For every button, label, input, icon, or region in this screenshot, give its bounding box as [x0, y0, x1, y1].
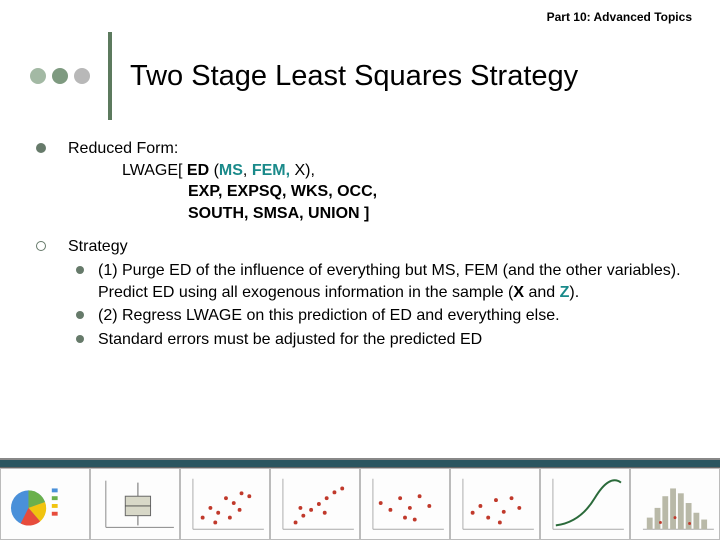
bullet-reduced-form: Reduced Form: LWAGE[ ED (MS, FEM, X), EX…	[36, 138, 692, 224]
thumb-scatter	[270, 468, 360, 540]
header-label: Part 10: Advanced Topics	[547, 10, 692, 24]
dot-icon	[30, 68, 46, 84]
page-title: Two Stage Least Squares Strategy	[130, 60, 578, 93]
sub-bullet-3: Standard errors must be adjusted for the…	[68, 329, 692, 351]
txt: FEM,	[252, 162, 290, 179]
thumb-scatter	[450, 468, 540, 540]
sub-text: (2) Regress LWAGE on this prediction of …	[98, 305, 692, 327]
content-area: Reduced Form: LWAGE[ ED (MS, FEM, X), EX…	[36, 138, 692, 350]
txt: (1) Purge ED of the influence of everyth…	[98, 262, 681, 301]
dot-icon	[52, 68, 68, 84]
strategy-head: Strategy	[68, 236, 692, 258]
reduced-line4: SOUTH, SMSA, UNION ]	[68, 203, 692, 225]
bullet-marker-open-icon	[36, 241, 46, 251]
thumb-pie	[0, 468, 90, 540]
txt: Z	[560, 284, 570, 301]
title-divider	[108, 32, 112, 120]
title-dots	[30, 68, 90, 84]
txt: X	[513, 284, 524, 301]
bullet-body: Reduced Form: LWAGE[ ED (MS, FEM, X), EX…	[68, 138, 692, 224]
txt: ,	[243, 162, 252, 179]
bullet-strategy: Strategy (1) Purge ED of the influence o…	[36, 236, 692, 350]
thumb-curve	[540, 468, 630, 540]
bullet-body: Strategy (1) Purge ED of the influence o…	[68, 236, 692, 350]
sub-bullet-2: (2) Regress LWAGE on this prediction of …	[68, 305, 692, 327]
txt: MS	[219, 162, 243, 179]
bullet-marker-icon	[36, 143, 46, 153]
thumb-scatter	[360, 468, 450, 540]
txt: (	[209, 162, 219, 179]
footer-bar	[0, 458, 720, 468]
sub-text: Standard errors must be adjusted for the…	[98, 329, 692, 351]
sub-bullet-marker-icon	[76, 335, 84, 343]
sub-bullet-marker-icon	[76, 266, 84, 274]
thumb-boxplot	[90, 468, 180, 540]
txt: X),	[290, 162, 315, 179]
txt: and	[524, 284, 560, 301]
sub-text: (1) Purge ED of the influence of everyth…	[98, 260, 692, 303]
thumb-histogram	[630, 468, 720, 540]
txt: ).	[569, 284, 579, 301]
title-block: Two Stage Least Squares Strategy	[30, 32, 578, 120]
sub-bullet-marker-icon	[76, 311, 84, 319]
sub-bullet-1: (1) Purge ED of the influence of everyth…	[68, 260, 692, 303]
txt: LWAGE[	[122, 162, 187, 179]
thumb-scatter	[180, 468, 270, 540]
reduced-line2: LWAGE[ ED (MS, FEM, X),	[68, 160, 692, 182]
txt: ED	[187, 162, 209, 179]
dot-icon	[74, 68, 90, 84]
reduced-line3: EXP, EXPSQ, WKS, OCC,	[68, 181, 692, 203]
thumbnail-strip	[0, 468, 720, 540]
reduced-line1: Reduced Form:	[68, 138, 692, 160]
